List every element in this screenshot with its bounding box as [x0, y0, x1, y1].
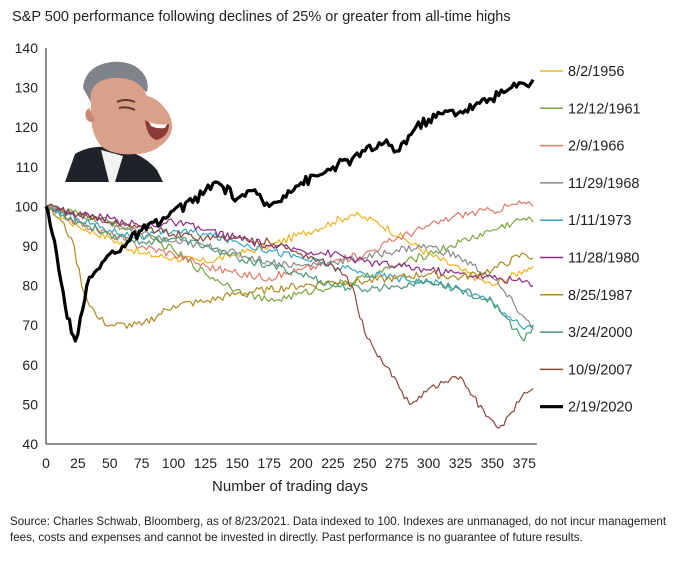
x-tick-label: 125 [194, 455, 218, 471]
x-tick-label: 175 [258, 455, 282, 471]
y-tick-label: 70 [22, 317, 38, 333]
series-line-12-12-1961 [45, 206, 534, 302]
legend-label: 2/9/1966 [568, 139, 624, 155]
series-lines [44, 78, 535, 429]
series-line-10-9-2007 [45, 203, 534, 429]
y-tick-label: 60 [22, 357, 38, 373]
x-axis-label: Number of trading days [212, 478, 368, 495]
source-note: Source: Charles Schwab, Bloomberg, as of… [10, 515, 667, 544]
legend-label: 2/19/2020 [568, 400, 633, 416]
legend-label: 11/28/1980 [568, 251, 640, 267]
legend-label: 1/11/1973 [568, 213, 631, 229]
x-tick-label: 50 [102, 455, 118, 471]
chart-title: S&P 500 performance following declines o… [12, 9, 511, 25]
laughing-man-photo-icon [65, 58, 183, 182]
x-tick-label: 0 [42, 455, 50, 471]
legend-label: 8/25/1987 [568, 288, 633, 304]
y-tick-label: 140 [15, 40, 39, 56]
series-line-8-2-1956 [45, 204, 534, 287]
legend-label: 12/12/1961 [568, 101, 641, 117]
x-tick-label: 250 [353, 455, 377, 471]
y-tick-label: 100 [15, 198, 39, 214]
series-line-11-29-1968 [45, 205, 534, 330]
x-tick-label: 100 [162, 455, 186, 471]
x-tick-label: 275 [385, 455, 409, 471]
x-tick-label: 75 [134, 455, 150, 471]
legend-label: 3/24/2000 [568, 325, 633, 341]
x-tick-label: 300 [417, 455, 441, 471]
y-tick-label: 120 [15, 119, 39, 135]
y-tick-label: 80 [22, 278, 38, 294]
x-tick-label: 150 [226, 455, 250, 471]
y-tick-label: 130 [15, 80, 39, 96]
x-tick-label: 225 [321, 455, 345, 471]
chart-legend: 8/2/1956 12/12/1961 2/9/1966 11/29/1968 1/11… [540, 64, 641, 416]
y-tick-label: 40 [22, 436, 38, 452]
x-tick-label: 375 [513, 455, 537, 471]
x-tick-label: 325 [449, 455, 473, 471]
y-tick-label: 110 [16, 159, 39, 175]
x-tick-label: 200 [289, 455, 313, 471]
series-line-1-11-1973 [45, 204, 534, 330]
series-line-8-25-1987 [45, 206, 534, 329]
legend-label: 11/29/1968 [568, 176, 640, 192]
chart-axes: 40 50 60 70 80 90 100 110 120 130 140 0 25 50 75 100 125… [15, 40, 537, 471]
series-line-2-9-1966 [45, 200, 534, 282]
x-tick-label: 350 [481, 455, 505, 471]
series-line-2-19-2020 [44, 78, 535, 343]
legend-label: 10/9/2007 [568, 362, 633, 378]
y-tick-label: 90 [22, 238, 38, 254]
y-tick-label: 50 [22, 396, 38, 412]
line-chart: 40 50 60 70 80 90 100 110 120 130 140 0 25 50 75 100 125… [15, 40, 641, 471]
legend-label: 8/2/1956 [568, 64, 624, 80]
x-tick-label: 25 [70, 455, 86, 471]
